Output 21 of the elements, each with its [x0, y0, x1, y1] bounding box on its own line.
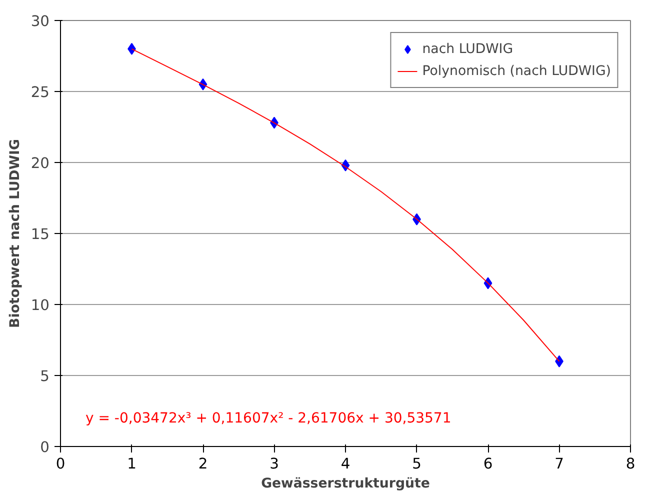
- x-axis-title: Gewässerstrukturgüte: [261, 476, 430, 492]
- legend-label: Polynomisch (nach LUDWIG): [422, 64, 611, 78]
- x-tick-label: 5: [412, 456, 422, 472]
- y-tick-label: 5: [40, 368, 50, 385]
- legend-label: nach LUDWIG: [422, 42, 514, 56]
- x-tick-label: 4: [340, 456, 350, 472]
- x-tick-label: 1: [127, 456, 136, 472]
- x-tick-label: 6: [483, 456, 493, 472]
- x-tick-label: 2: [198, 456, 208, 472]
- x-tick-label: 0: [56, 456, 66, 472]
- y-tick-label: 20: [30, 155, 50, 172]
- x-tick-label: 3: [270, 456, 279, 472]
- y-tick-label: 30: [30, 13, 50, 30]
- y-tick-label: 10: [30, 297, 50, 314]
- y-axis-title: Biotopwert nach LUDWIG: [8, 139, 23, 328]
- y-tick-label: 25: [30, 84, 50, 101]
- x-tick-label: 8: [626, 456, 636, 472]
- y-tick-label: 15: [30, 226, 50, 243]
- annotation: y = -0,03472x³ + 0,11607x² - 2,61706x + 30,53571: [86, 410, 452, 426]
- y-tick-label: 0: [40, 439, 50, 456]
- x-tick-label: 7: [554, 456, 564, 472]
